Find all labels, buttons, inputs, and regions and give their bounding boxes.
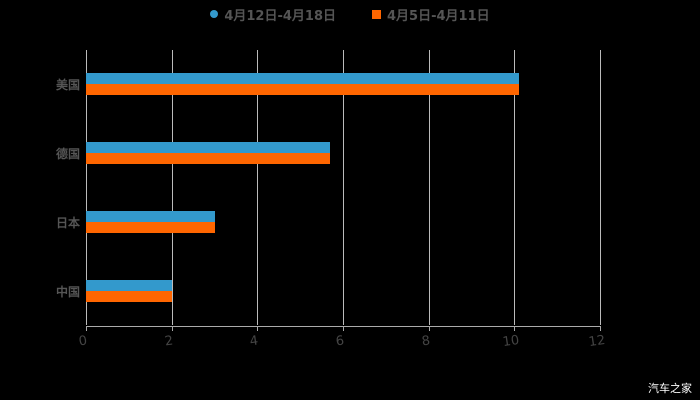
gridline <box>343 50 344 325</box>
legend-label: 4月12日-4月18日 <box>224 8 337 24</box>
watermark: 汽车之家 <box>648 382 692 395</box>
x-tick <box>171 326 173 331</box>
x-tick <box>514 326 516 331</box>
legend-label: 4月5日-4月11日 <box>387 8 490 24</box>
category-label: 德国 <box>55 147 80 161</box>
category-label: 日本 <box>55 216 80 230</box>
x-tick <box>257 326 259 331</box>
x-axis <box>86 326 600 327</box>
x-tick <box>343 326 344 331</box>
category-label: 中国 <box>55 285 80 299</box>
bar[interactable] <box>86 222 215 233</box>
gridline <box>600 50 601 325</box>
bar[interactable] <box>86 73 519 84</box>
x-tick-label: 0 <box>77 333 89 350</box>
x-tick-label: 4 <box>249 333 260 350</box>
x-tick-label: 12 <box>587 332 607 351</box>
x-tick-label: 10 <box>502 332 521 351</box>
legend-circle-icon <box>210 10 219 18</box>
bar[interactable] <box>86 153 331 164</box>
bar[interactable] <box>86 84 519 95</box>
x-tick <box>600 326 601 331</box>
gridline <box>514 50 516 325</box>
bar[interactable] <box>86 291 172 302</box>
chart-legend: 4月12日-4月18日 4月5日-4月11日 <box>0 4 700 24</box>
legend-square-icon <box>372 9 382 19</box>
gridline <box>86 50 87 325</box>
gridline <box>428 50 430 325</box>
x-tick <box>428 326 430 331</box>
x-tick <box>86 326 87 331</box>
bar[interactable] <box>86 211 215 222</box>
legend-item-series-1[interactable]: 4月12日-4月18日 <box>210 4 336 24</box>
gridline <box>171 50 173 325</box>
legend-item-series-2[interactable]: 4月5日-4月11日 <box>372 4 490 24</box>
x-tick-label: 2 <box>163 333 174 350</box>
x-tick-label: 8 <box>420 333 431 350</box>
bar[interactable] <box>86 142 331 153</box>
x-tick-label: 6 <box>334 333 346 350</box>
bar[interactable] <box>86 280 172 291</box>
category-label: 美国 <box>55 78 80 92</box>
gridline <box>257 50 259 325</box>
